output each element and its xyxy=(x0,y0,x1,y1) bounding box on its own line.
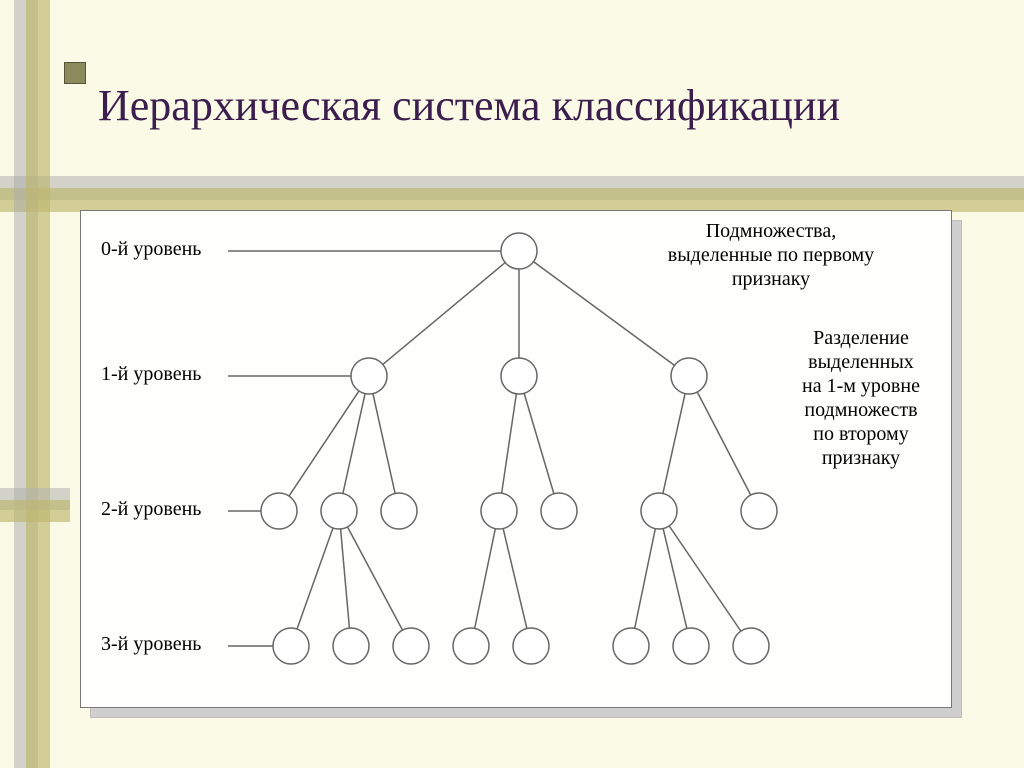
level-label: 2-й уровень xyxy=(101,498,201,521)
diagram-annotation: Разделениевыделенныхна 1-м уровнеподмнож… xyxy=(781,326,941,470)
decor-bar-top-olive xyxy=(0,188,1024,212)
slide: Иерархическая система классификации 0-й … xyxy=(0,0,1024,768)
diagram-box: 0-й уровень 1-й уровень 2-й уровень 3-й уро… xyxy=(80,210,952,708)
diagram-annotation: Подмножества,выделенные по первомупризна… xyxy=(626,219,916,291)
level-label: 1-й уровень xyxy=(101,363,201,386)
decor-bar-left-olive xyxy=(26,0,50,768)
level-label: 3-й уровень xyxy=(101,633,201,656)
slide-title: Иерархическая система классификации xyxy=(98,81,840,132)
title-bullet-icon xyxy=(64,62,86,84)
level-label: 0-й уровень xyxy=(101,238,201,261)
decor-bar-mid-olive xyxy=(0,500,70,522)
